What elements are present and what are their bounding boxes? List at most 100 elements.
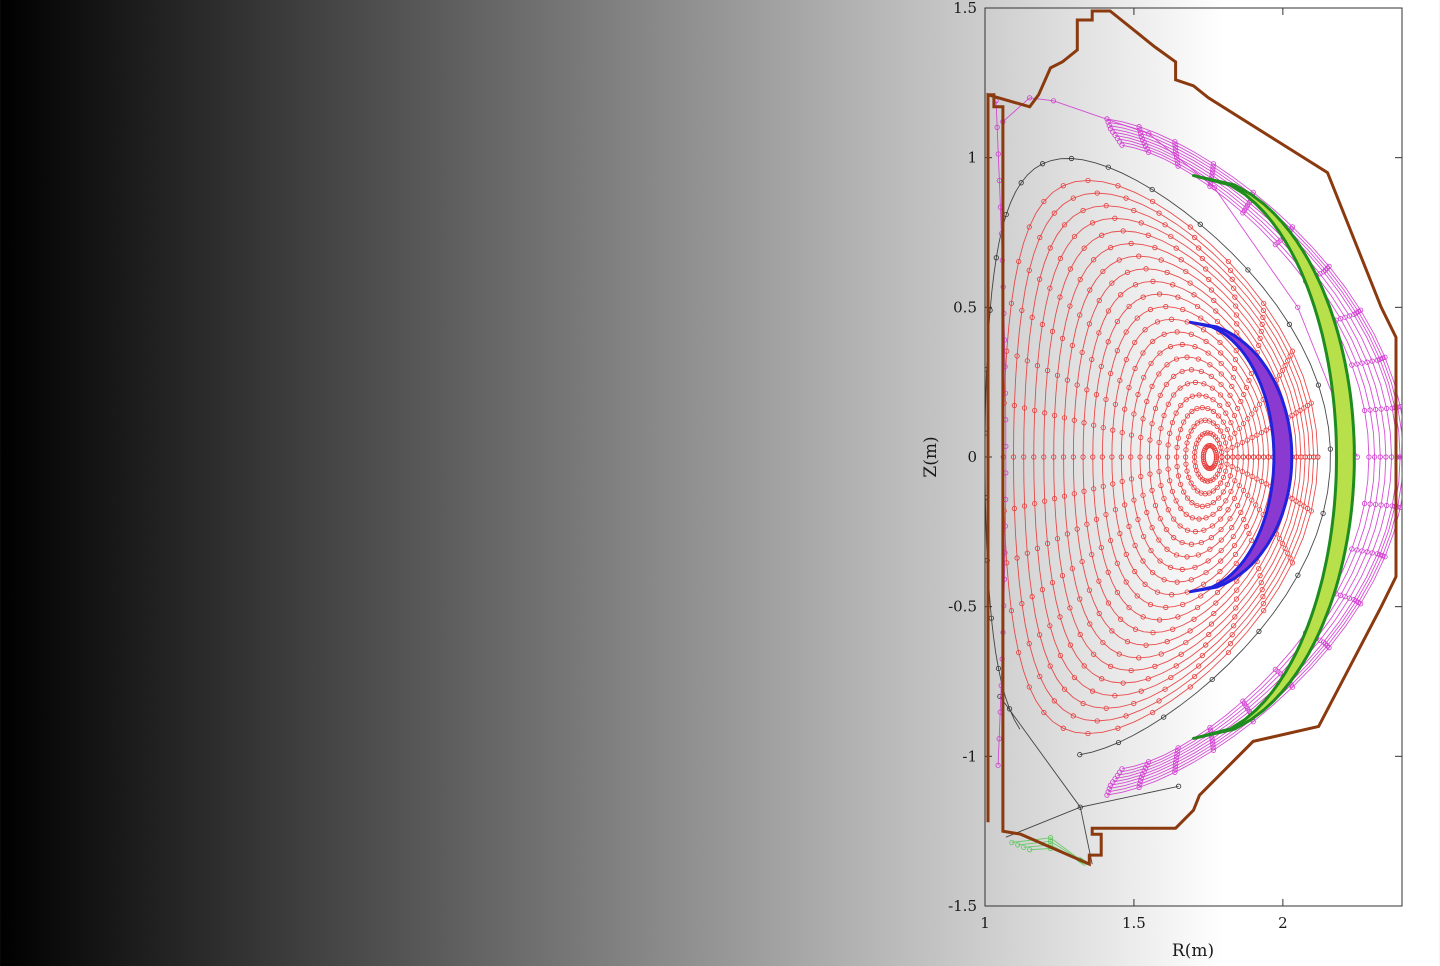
sol-flux-surface-point: [1326, 645, 1332, 651]
core-flux-surface-point: [1227, 435, 1233, 441]
core-flux-surface-point: [1098, 544, 1104, 551]
core-flux-surface-point: [1223, 410, 1229, 416]
sol-flux-surface-point: [1245, 202, 1251, 208]
core-flux-surface-point: [1206, 276, 1212, 283]
x-tick-label: 1.5: [1122, 914, 1146, 932]
sol-flux-surface-point: [1326, 263, 1332, 269]
core-flux-surface-point: [1034, 363, 1041, 369]
core-flux-surface-point: [1224, 481, 1230, 488]
core-flux-surface-point: [1108, 245, 1114, 251]
core-flux-surface-point: [1143, 266, 1149, 272]
core-flux-surface-point: [1164, 269, 1170, 275]
core-flux-surface-point: [1049, 328, 1056, 334]
core-flux-surface-point: [1089, 688, 1096, 694]
core-flux-surface-point: [1235, 405, 1241, 412]
core-flux-surface-point: [1308, 400, 1314, 406]
core-flux-surface-point: [1086, 587, 1092, 593]
core-flux-surface-point: [1021, 454, 1027, 460]
core-flux-surface-point: [1243, 523, 1250, 530]
core-flux-surface-point: [1019, 601, 1025, 607]
core-flux-surface-point: [1070, 713, 1076, 719]
private-flux-line-point: [1027, 847, 1033, 853]
core-flux-surface-point: [1189, 515, 1195, 521]
core-flux-surface-point: [1156, 617, 1163, 623]
core-flux-surface-point: [1149, 421, 1155, 427]
core-flux-surface-point: [1011, 505, 1017, 512]
core-flux-surface-point: [1178, 257, 1184, 263]
core-flux-surface-point: [1071, 674, 1078, 681]
core-flux-surface-point: [1039, 587, 1045, 593]
core-flux-surface-point: [1084, 521, 1090, 527]
core-flux-surface-point: [1167, 478, 1173, 484]
core-flux-surface: [1158, 381, 1244, 533]
core-flux-surface-point: [1203, 266, 1209, 272]
core-flux-surface-point: [1132, 282, 1139, 288]
sol-flux-surface-point: [1172, 763, 1178, 769]
core-flux-surface-point: [1208, 535, 1214, 541]
sol-flux-surface-point: [1175, 745, 1181, 751]
core-flux-surface-point: [1207, 430, 1213, 436]
core-flux-surface-point: [1261, 454, 1267, 460]
separatrix-line-point: [1039, 161, 1046, 167]
sol-flux-surface: [1106, 118, 1402, 796]
core-flux-surface-point: [1051, 454, 1057, 460]
core-flux-surface-point: [1289, 496, 1295, 502]
sol-flux-surface-point: [1173, 760, 1179, 766]
sol-flux-surface-point: [1349, 362, 1355, 368]
core-flux-surface-point: [1205, 558, 1211, 564]
y-tick-label: -1.5: [948, 897, 977, 915]
core-flux-surface-point: [1093, 392, 1100, 398]
core-flux-surface-point: [1256, 565, 1262, 572]
sol-flux-surface-point: [1138, 775, 1144, 781]
core-flux-surface-point: [1109, 628, 1115, 634]
core-flux-surface-point: [1183, 639, 1189, 646]
core-flux-surface-point: [1173, 245, 1179, 251]
core-flux-surface-point: [1234, 587, 1240, 593]
core-flux-surface-point: [1060, 454, 1067, 460]
core-flux-surface-point: [1140, 416, 1146, 422]
core-flux-surface-point: [1233, 596, 1239, 602]
core-flux-surface-point: [1203, 569, 1209, 576]
core-flux-surface-point: [1259, 321, 1265, 327]
core-flux-surface-point: [1289, 348, 1296, 354]
core-flux-surface-point: [1162, 222, 1168, 228]
core-flux-surface: [1194, 432, 1223, 482]
core-flux-surface-point: [1112, 693, 1118, 699]
core-flux-surface-point: [1199, 405, 1205, 411]
core-flux-surface-point: [1084, 387, 1090, 393]
core-flux-surface-point: [1115, 725, 1121, 731]
core-flux-surface-point: [1142, 327, 1148, 333]
separatrix-line-point: [1320, 510, 1326, 517]
core-flux-surface-point: [1100, 483, 1106, 489]
core-flux-surface-point: [1110, 481, 1116, 487]
sol-flux-surface-point: [1346, 595, 1353, 601]
core-flux-surface-point: [1196, 392, 1202, 398]
sol-inner-line-point: [994, 124, 1000, 130]
core-flux-surface-point: [1085, 730, 1091, 737]
core-flux-surface-point: [1198, 593, 1204, 599]
core-flux-surface-point: [1227, 516, 1233, 522]
core-flux-surface-point: [1156, 291, 1163, 297]
core-flux-surface-point: [1251, 454, 1257, 460]
core-flux-surface-point: [1152, 502, 1159, 509]
core-flux-surface-point: [1016, 649, 1022, 656]
core-flux-surface-point: [1178, 426, 1184, 433]
core-flux-surface-point: [1126, 303, 1132, 310]
core-flux-surface-point: [1259, 429, 1265, 436]
core-flux-surface-point: [1147, 601, 1154, 608]
separatrix-line-point: [1209, 676, 1215, 683]
core-flux-surface-point: [1248, 370, 1254, 377]
core-flux-surface-point: [1080, 700, 1086, 707]
sol-flux-surface-point: [1359, 360, 1365, 366]
sol-flux-surface-point: [1369, 550, 1375, 556]
core-flux-surface-point: [1184, 468, 1190, 474]
core-flux-surface-point: [1202, 430, 1208, 436]
core-flux-surface-point: [1099, 676, 1105, 682]
separatrix-inner-leg: [1005, 806, 1081, 838]
separatrix-line-point: [1105, 164, 1111, 170]
sol-flux-surface-point: [1369, 358, 1375, 364]
core-flux-surface-point: [1246, 530, 1252, 537]
sol-flux-surface-point: [1354, 361, 1360, 367]
core-flux-surface-point: [1037, 276, 1043, 282]
core-flux-surface-point: [1229, 632, 1235, 638]
